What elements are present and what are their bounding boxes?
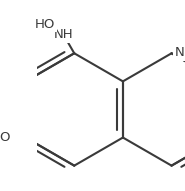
Text: HO: HO <box>35 18 55 31</box>
Text: NH: NH <box>54 28 73 41</box>
Text: O: O <box>0 131 9 144</box>
Text: N: N <box>175 46 185 59</box>
